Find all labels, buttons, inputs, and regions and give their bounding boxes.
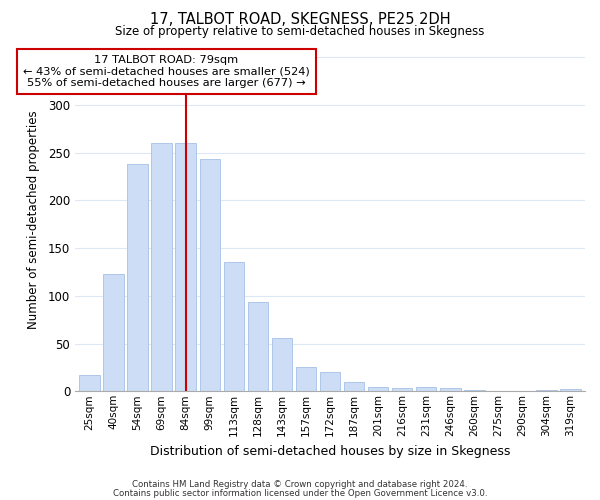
Bar [79, 375, 100, 392]
Bar [151, 143, 172, 392]
Bar [272, 338, 292, 392]
Bar [440, 388, 461, 392]
Y-axis label: Number of semi-detached properties: Number of semi-detached properties [26, 110, 40, 328]
Bar [175, 143, 196, 392]
Bar [560, 390, 581, 392]
X-axis label: Distribution of semi-detached houses by size in Skegness: Distribution of semi-detached houses by … [150, 444, 510, 458]
Text: 17 TALBOT ROAD: 79sqm
← 43% of semi-detached houses are smaller (524)
55% of sem: 17 TALBOT ROAD: 79sqm ← 43% of semi-deta… [23, 55, 310, 88]
Bar [536, 390, 557, 392]
Text: Contains public sector information licensed under the Open Government Licence v3: Contains public sector information licen… [113, 489, 487, 498]
Bar [416, 388, 436, 392]
Bar [392, 388, 412, 392]
Bar [127, 164, 148, 392]
Bar [344, 382, 364, 392]
Bar [200, 159, 220, 392]
Bar [248, 302, 268, 392]
Bar [103, 274, 124, 392]
Bar [224, 262, 244, 392]
Text: Contains HM Land Registry data © Crown copyright and database right 2024.: Contains HM Land Registry data © Crown c… [132, 480, 468, 489]
Text: Size of property relative to semi-detached houses in Skegness: Size of property relative to semi-detach… [115, 25, 485, 38]
Bar [296, 368, 316, 392]
Bar [368, 388, 388, 392]
Text: 17, TALBOT ROAD, SKEGNESS, PE25 2DH: 17, TALBOT ROAD, SKEGNESS, PE25 2DH [149, 12, 451, 28]
Bar [320, 372, 340, 392]
Bar [464, 390, 485, 392]
